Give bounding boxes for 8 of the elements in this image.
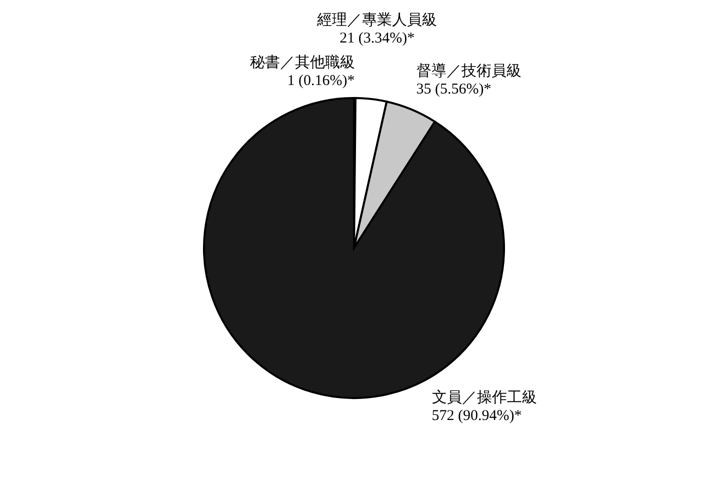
data-label: 21 (3.34%)* — [340, 30, 415, 46]
slice-label: 秘書／其他職級 — [250, 54, 355, 71]
data-label: 35 (5.56%)* — [416, 81, 492, 98]
slice-label: 經理／專業人員級 — [316, 11, 438, 28]
slice-label: 文員／操作工級 — [432, 389, 537, 406]
data-label: 1 (0.16%)* — [287, 73, 355, 89]
slice-label: 督導／技術員級 — [416, 62, 522, 80]
data-label: 572 (90.94%)* — [432, 408, 522, 424]
